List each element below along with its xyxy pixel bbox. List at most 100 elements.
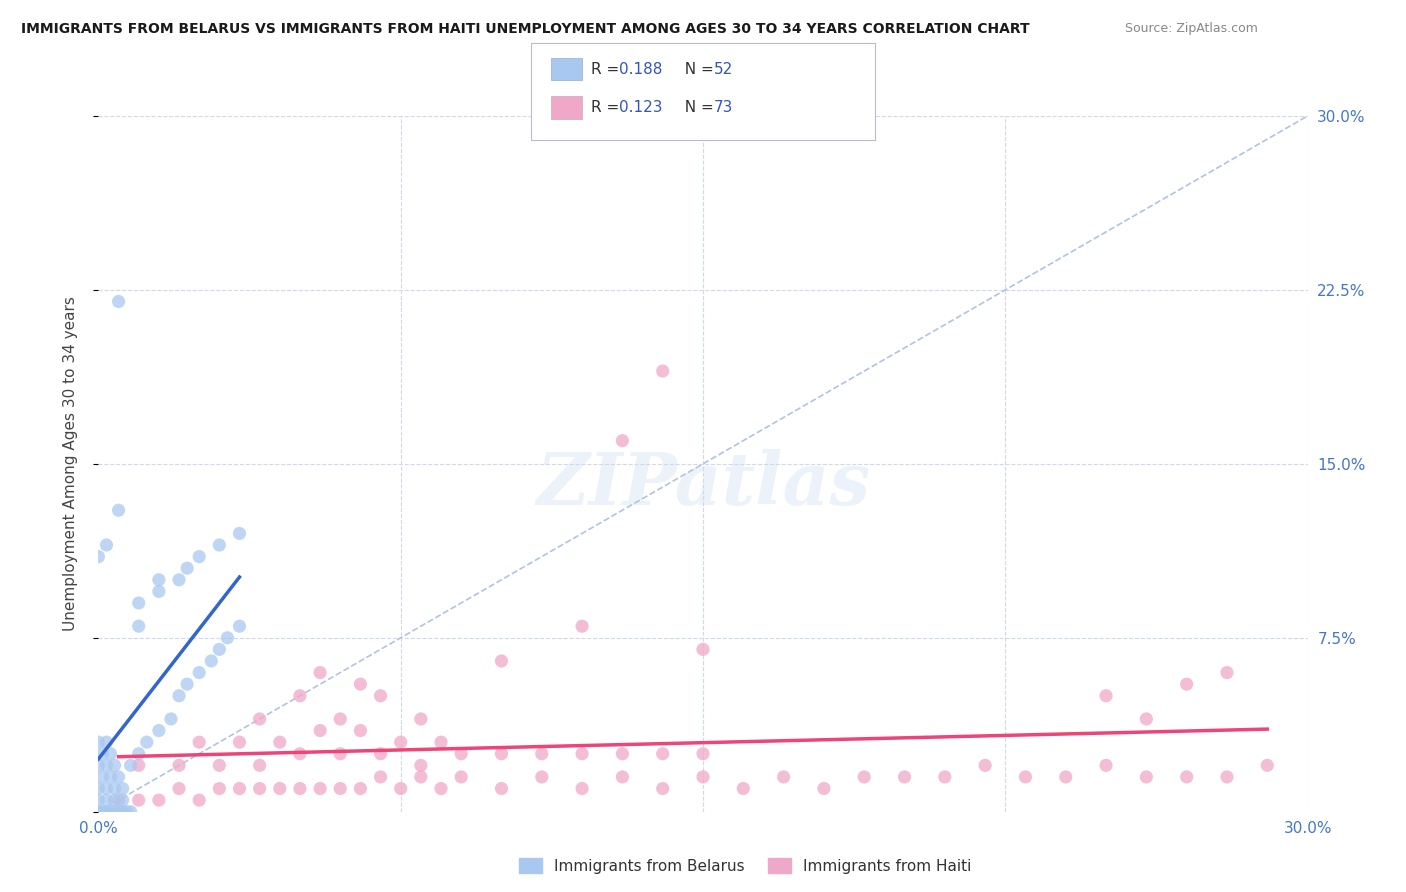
Point (103, 793, 125, 807)
Point (107, 793, 129, 807)
Point (612, 747, 634, 761)
Point (96, 735, 118, 749)
Point (1256, 758, 1278, 772)
Point (100, 747, 122, 761)
Point (530, 747, 553, 761)
Text: R =: R = (591, 62, 624, 77)
Point (651, 364, 673, 378)
Point (450, 747, 472, 761)
Point (96, 758, 118, 772)
Point (115, 805, 138, 819)
Point (288, 689, 311, 703)
Point (612, 434, 634, 448)
Text: IMMIGRANTS FROM BELARUS VS IMMIGRANTS FROM HAITI UNEMPLOYMENT AMONG AGES 30 TO 3: IMMIGRANTS FROM BELARUS VS IMMIGRANTS FR… (21, 22, 1029, 37)
Point (87, 793, 110, 807)
Point (430, 735, 453, 749)
Point (111, 781, 134, 796)
Point (120, 758, 142, 772)
Point (128, 758, 150, 772)
Point (103, 805, 125, 819)
Point (148, 584, 170, 599)
Point (409, 712, 432, 726)
Point (87, 781, 110, 796)
Point (309, 723, 332, 738)
Point (692, 642, 714, 657)
Point (148, 723, 170, 738)
Point (329, 712, 352, 726)
Text: 0.123: 0.123 (619, 101, 662, 115)
Point (530, 770, 553, 784)
Point (249, 781, 271, 796)
Point (176, 561, 198, 575)
Text: 0.188: 0.188 (619, 62, 662, 77)
Text: 52: 52 (714, 62, 734, 77)
Point (329, 747, 352, 761)
Point (167, 758, 190, 772)
Point (217, 631, 239, 645)
Legend: Immigrants from Belarus, Immigrants from Haiti: Immigrants from Belarus, Immigrants from… (513, 852, 977, 880)
Point (208, 758, 231, 772)
Point (200, 654, 222, 668)
Point (148, 573, 170, 587)
Point (974, 758, 997, 772)
Point (87, 735, 110, 749)
Point (1216, 665, 1239, 680)
Text: N =: N = (675, 62, 718, 77)
Point (96, 805, 118, 819)
Point (96, 538, 118, 552)
Point (188, 549, 211, 564)
Point (934, 770, 956, 784)
Point (120, 805, 142, 819)
Point (430, 781, 453, 796)
Point (176, 677, 198, 691)
Point (128, 596, 150, 610)
Point (228, 526, 250, 541)
Point (329, 781, 352, 796)
Point (409, 770, 432, 784)
Point (1175, 677, 1198, 691)
Point (167, 689, 190, 703)
Text: R =: R = (591, 101, 624, 115)
Point (87, 805, 110, 819)
Point (107, 805, 129, 819)
Text: 73: 73 (714, 101, 734, 115)
Point (893, 770, 915, 784)
Text: Source: ZipAtlas.com: Source: ZipAtlas.com (1125, 22, 1258, 36)
Point (571, 619, 593, 633)
Point (309, 781, 332, 796)
Point (389, 781, 412, 796)
Point (167, 573, 190, 587)
Point (160, 712, 183, 726)
Point (111, 793, 134, 807)
Point (269, 735, 291, 749)
Point (571, 747, 593, 761)
Point (249, 758, 271, 772)
Point (651, 781, 673, 796)
Point (91, 805, 114, 819)
Point (188, 665, 211, 680)
Point (188, 793, 211, 807)
Point (128, 619, 150, 633)
Point (111, 805, 134, 819)
Point (128, 747, 150, 761)
Point (409, 758, 432, 772)
Point (96, 781, 118, 796)
Point (1135, 770, 1157, 784)
Point (228, 781, 250, 796)
Point (1135, 712, 1157, 726)
Point (249, 712, 271, 726)
Point (96, 793, 118, 807)
Point (692, 747, 714, 761)
Point (228, 735, 250, 749)
Point (309, 665, 332, 680)
Point (208, 781, 231, 796)
Point (772, 770, 794, 784)
Point (1014, 770, 1036, 784)
Point (103, 781, 125, 796)
Point (733, 781, 755, 796)
Point (91, 747, 114, 761)
Point (612, 770, 634, 784)
Point (135, 735, 157, 749)
Point (651, 747, 673, 761)
Point (91, 770, 114, 784)
